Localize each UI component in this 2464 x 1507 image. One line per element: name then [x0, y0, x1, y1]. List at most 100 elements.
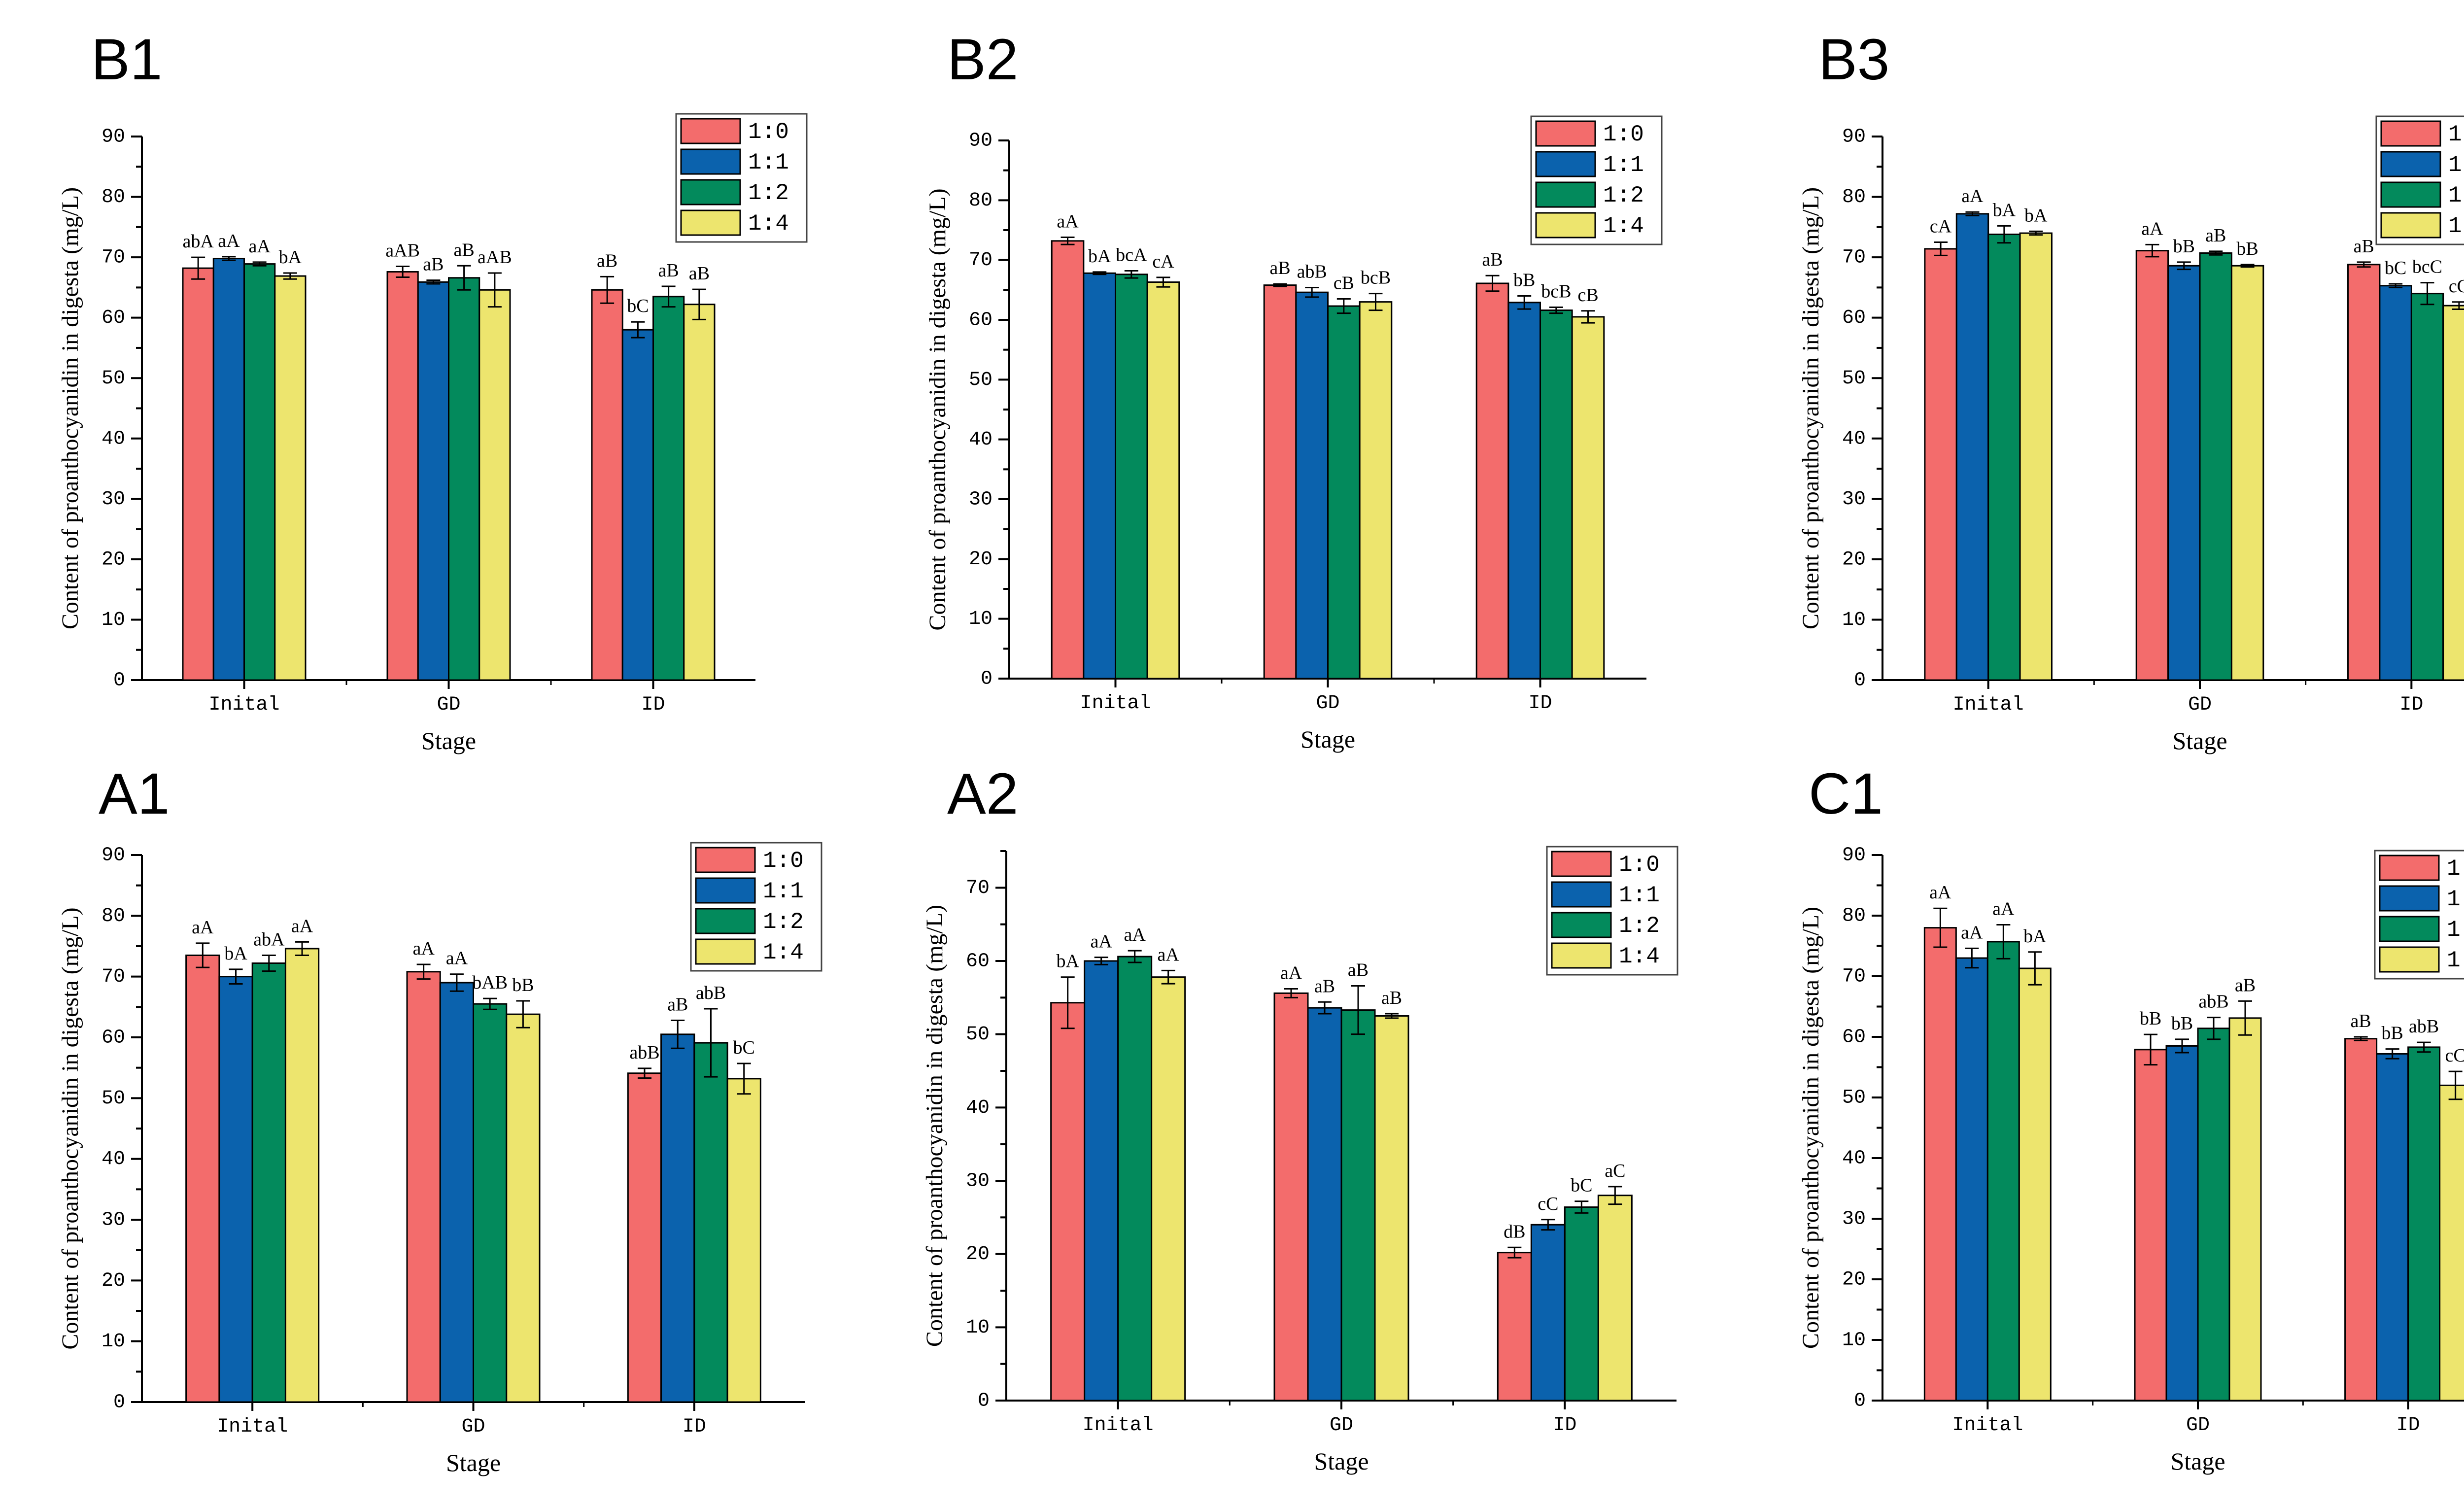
- bar-a1-id-1-2: [693, 1042, 728, 1403]
- y-tick-label: 50: [102, 1088, 125, 1110]
- bar-label: aB: [658, 260, 679, 281]
- y-tick-label: 80: [969, 190, 992, 212]
- bar-label: bA: [2024, 205, 2048, 226]
- panel-label-c1: C1: [1809, 761, 1883, 826]
- y-tick-label: 0: [1854, 670, 1866, 692]
- bar-label: cB: [1577, 285, 1598, 306]
- bar-label: abB: [629, 1042, 659, 1063]
- y-tick-label: 0: [978, 1390, 990, 1412]
- legend-label: 1:0: [2447, 856, 2464, 882]
- bar-label: aB: [1269, 258, 1290, 278]
- panel-label-a2: A2: [947, 761, 1018, 826]
- bar-a2-id-1-4: [1597, 1195, 1633, 1402]
- bar-label: aA: [1961, 186, 1984, 206]
- bar-b3-inital-1-0: [1924, 248, 1957, 681]
- legend-swatch-1-4: [695, 938, 756, 965]
- legend-label: 1:0: [748, 119, 789, 145]
- legend-label: 1:0: [2448, 122, 2464, 147]
- bar-a1-id-1-0: [627, 1072, 662, 1403]
- bar-label: aA: [248, 236, 271, 257]
- bar-label: cC: [2449, 276, 2464, 297]
- bar-a1-inital-1-2: [251, 962, 286, 1403]
- bar-b1-gd-1-4: [479, 289, 511, 681]
- legend-swatch-1-0: [1535, 120, 1596, 147]
- bar-label: aB: [454, 240, 475, 260]
- bar-label: dB: [1504, 1221, 1525, 1242]
- y-tick-label: 10: [1842, 609, 1866, 631]
- bar-label: aB: [2351, 1011, 2371, 1031]
- bar-b2-gd-1-4: [1359, 301, 1393, 680]
- y-tick-label: 60: [102, 1027, 125, 1049]
- bar-a1-gd-1-2: [473, 1003, 508, 1403]
- legend-swatch-1-1: [680, 148, 741, 175]
- bar-b1-inital-1-0: [182, 267, 214, 681]
- bar-b1-gd-1-0: [386, 271, 419, 681]
- bar-label: aB: [1348, 960, 1369, 981]
- bar-label: aA: [1961, 922, 1983, 943]
- bar-label: bA: [1088, 246, 1111, 267]
- bar-b2-inital-1-4: [1146, 281, 1180, 680]
- bar-label: bA: [279, 247, 302, 268]
- bar-label: aB: [2354, 236, 2374, 257]
- bar-label: bcA: [1116, 245, 1147, 266]
- y-tick-label: 10: [1842, 1330, 1866, 1352]
- x-tick-label-gd: GD: [461, 1416, 485, 1438]
- x-tick-label-id: ID: [641, 694, 665, 716]
- legend-swatch-1-1: [695, 877, 756, 904]
- bar-label: aA: [1992, 898, 2015, 919]
- y-tick-label: 80: [102, 186, 125, 208]
- bar-label: abB: [2198, 992, 2228, 1012]
- bar-label: bC: [1571, 1175, 1592, 1196]
- x-axis-title: Stage: [1300, 725, 1355, 753]
- bar-a1-id-1-1: [660, 1033, 695, 1403]
- bar-label: aA: [1929, 882, 1951, 903]
- x-tick-label-inital: Inital: [208, 694, 279, 716]
- legend-swatch-1-0: [695, 847, 756, 873]
- bar-c1-gd-1-1: [2165, 1045, 2199, 1402]
- panel-label-a1: A1: [99, 761, 170, 826]
- y-tick-label: 80: [1842, 905, 1866, 927]
- bar-c1-inital-1-2: [1986, 941, 2020, 1402]
- legend-label: 1:1: [763, 879, 804, 904]
- bar-label: aA: [412, 938, 435, 959]
- bar-c1-inital-1-4: [2018, 967, 2052, 1402]
- x-axis-title: Stage: [446, 1449, 501, 1476]
- y-tick-label: 20: [102, 548, 125, 571]
- x-tick-label-id: ID: [683, 1416, 706, 1438]
- y-tick-label: 30: [969, 489, 992, 511]
- x-tick-label-gd: GD: [2186, 1414, 2210, 1437]
- bar-a2-inital-1-2: [1117, 956, 1153, 1402]
- y-axis-title: Content of proanthocyanidin in digesta (…: [57, 187, 83, 629]
- y-tick-label: 60: [102, 307, 125, 329]
- x-tick-label-gd: GD: [2188, 694, 2212, 716]
- legend-swatch-1-2: [680, 179, 741, 206]
- bar-label: aA: [1091, 931, 1113, 952]
- bar-label: aB: [1482, 249, 1503, 270]
- y-tick-label: 50: [1842, 1087, 1866, 1109]
- legend-swatch-1-2: [1535, 181, 1596, 208]
- bar-label: cC: [1538, 1194, 1558, 1214]
- bar-b3-id-1-2: [2410, 293, 2444, 681]
- bar-label: bA: [1056, 951, 1079, 972]
- y-tick-label: 50: [1842, 368, 1866, 390]
- bar-label: abB: [696, 983, 726, 1003]
- legend-swatch-1-4: [2380, 212, 2441, 239]
- bar-a2-gd-1-2: [1340, 1009, 1376, 1402]
- bar-b3-id-1-1: [2379, 285, 2412, 681]
- bar-label: aB: [597, 250, 617, 271]
- legend-swatch-1-0: [1551, 851, 1612, 877]
- bar-label: bAB: [472, 972, 508, 993]
- y-tick-label: 70: [102, 966, 125, 988]
- y-tick-label: 10: [102, 609, 125, 631]
- bar-b2-gd-1-1: [1295, 291, 1329, 680]
- y-tick-label: 30: [1842, 1208, 1866, 1231]
- bar-b2-id-1-4: [1571, 316, 1605, 680]
- bar-a2-inital-1-4: [1151, 976, 1186, 1402]
- y-tick-label: 80: [1842, 186, 1866, 208]
- bar-b1-id-1-4: [683, 304, 716, 681]
- legend-label: 1:4: [2447, 948, 2464, 973]
- bar-label: aC: [1605, 1161, 1625, 1181]
- bar-a1-id-1-4: [726, 1078, 761, 1403]
- x-tick-label-gd: GD: [1330, 1414, 1353, 1437]
